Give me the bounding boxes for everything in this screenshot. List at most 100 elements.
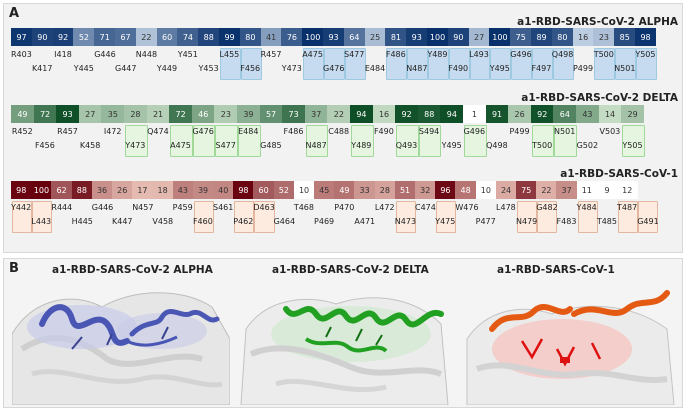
residue-label: P469 bbox=[314, 217, 335, 226]
residue-label: Y473 bbox=[281, 64, 302, 73]
residue-label: Y495 bbox=[441, 141, 462, 150]
residue-label: N487 bbox=[406, 64, 428, 73]
interface-residue-box bbox=[532, 48, 553, 80]
heat-cell: 100 bbox=[302, 28, 324, 46]
residue-label: Q498 bbox=[551, 50, 574, 59]
residue-label: R457 bbox=[260, 50, 282, 59]
heat-cell: 100 bbox=[489, 28, 511, 46]
residue-label: G446 bbox=[91, 203, 114, 212]
heat-cell: 12 bbox=[617, 181, 638, 199]
residue-label: R403 bbox=[11, 50, 32, 59]
interface-residue-box bbox=[234, 201, 255, 233]
residue-label: Y473 bbox=[125, 141, 146, 150]
residue-label: T485 bbox=[596, 217, 617, 226]
residue-label: G464 bbox=[273, 217, 296, 226]
residue-label: S461 bbox=[213, 203, 234, 212]
residue-label: Y475 bbox=[435, 217, 456, 226]
residue-label: G491 bbox=[637, 217, 659, 226]
residue-label: Y505 bbox=[635, 50, 656, 59]
heat-cell: 80 bbox=[239, 28, 261, 46]
heat-cell: 16 bbox=[372, 105, 396, 123]
residue-label: F497 bbox=[531, 64, 552, 73]
heat-cell: 46 bbox=[191, 105, 215, 123]
interface-residue-box bbox=[193, 201, 214, 233]
interface-residue-box bbox=[395, 201, 416, 233]
residue-label: P477 bbox=[475, 217, 496, 226]
panel-a: A a1-RBD-SARS-CoV-2 ALPHA a1-RBD-SARS-Co… bbox=[3, 3, 683, 253]
residue-label: S477 bbox=[344, 50, 365, 59]
interface-residue-box bbox=[554, 125, 577, 157]
residue-label: K458 bbox=[79, 141, 101, 150]
residue-label: T487 bbox=[617, 203, 638, 212]
residue-label: Y449 bbox=[156, 64, 178, 73]
heat-cell: 39 bbox=[192, 181, 214, 199]
residue-label: Y489 bbox=[427, 50, 448, 59]
structure-title-delta: a1-RBD-SARS-CoV-2 DELTA bbox=[272, 264, 429, 276]
heat-cell: 98 bbox=[11, 181, 32, 199]
heat-cell: 24 bbox=[495, 181, 517, 199]
residue-label: S477 bbox=[215, 141, 236, 150]
interface-residue-box bbox=[436, 201, 457, 233]
heat-cell: 10 bbox=[293, 181, 315, 199]
interface-residue-box bbox=[407, 48, 428, 80]
residue-label: P459 bbox=[172, 203, 193, 212]
interface-residue-box bbox=[531, 125, 555, 157]
interface-residue-box bbox=[552, 48, 574, 80]
heat-cell: 93 bbox=[56, 105, 80, 123]
residue-label: F490 bbox=[448, 64, 469, 73]
heat-cell: 27 bbox=[468, 28, 490, 46]
residue-label: I472 bbox=[103, 127, 122, 136]
interface-residue-box bbox=[351, 125, 374, 157]
interface-residue-box bbox=[577, 201, 598, 233]
heat-cell: 97 bbox=[11, 28, 33, 46]
residue-label: C474 bbox=[415, 203, 436, 212]
residue-label: R452 bbox=[11, 127, 33, 136]
residue-label: G496 bbox=[510, 50, 532, 59]
residue-label: R444 bbox=[51, 203, 73, 212]
residue-label: G482 bbox=[536, 203, 558, 212]
interface-residue-box bbox=[215, 125, 238, 157]
interface-residue-box bbox=[511, 48, 532, 80]
residue-label: A475 bbox=[302, 50, 323, 59]
residue-label: N501 bbox=[554, 127, 576, 136]
interface-residue-box bbox=[428, 48, 449, 80]
heat-cell: 94 bbox=[440, 105, 464, 123]
heat-cell: 49 bbox=[11, 105, 34, 123]
heat-cell: 10 bbox=[475, 181, 497, 199]
heat-cell: 72 bbox=[33, 105, 57, 123]
residue-label: W476 bbox=[455, 203, 479, 212]
heat-cell: 94 bbox=[350, 105, 373, 123]
residue-label: G476 bbox=[323, 64, 345, 73]
heat-cell: 39 bbox=[237, 105, 260, 123]
heat-cell: 45 bbox=[314, 181, 335, 199]
residue-label: K417 bbox=[31, 64, 53, 73]
heat-cell: 100 bbox=[31, 181, 52, 199]
residue-label: Q474 bbox=[147, 127, 169, 136]
interface-residue-box bbox=[618, 201, 639, 233]
residue-label: E484 bbox=[364, 64, 386, 73]
heat-cell: 99 bbox=[219, 28, 241, 46]
heat-cell: 35 bbox=[101, 105, 125, 123]
residue-label: F483 bbox=[556, 217, 577, 226]
structure-title-alpha: a1-RBD-SARS-CoV-2 ALPHA bbox=[52, 264, 213, 276]
residue-label: H445 bbox=[71, 217, 93, 226]
interface-residue-box bbox=[448, 48, 470, 80]
heat-cell: 51 bbox=[394, 181, 416, 199]
heat-cell: 22 bbox=[327, 105, 351, 123]
residue-label: L478 bbox=[496, 203, 516, 212]
interface-residue-box bbox=[125, 125, 148, 157]
heat-cell: 96 bbox=[435, 181, 456, 199]
residue-label: Y489 bbox=[351, 141, 372, 150]
heat-cell: 88 bbox=[417, 105, 441, 123]
heat-cell: 14 bbox=[598, 105, 622, 123]
interface-residue-box bbox=[622, 125, 645, 157]
heat-cell: 67 bbox=[115, 28, 137, 46]
interface-residue-box bbox=[240, 48, 262, 80]
heat-cell: 90 bbox=[447, 28, 469, 46]
heat-cell: 43 bbox=[172, 181, 194, 199]
residue-label: V503 bbox=[599, 127, 621, 136]
heat-cell: 33 bbox=[354, 181, 375, 199]
residue-label: N448 bbox=[135, 50, 158, 59]
structure-image-delta bbox=[240, 297, 449, 405]
interface-residue-box bbox=[32, 201, 53, 233]
